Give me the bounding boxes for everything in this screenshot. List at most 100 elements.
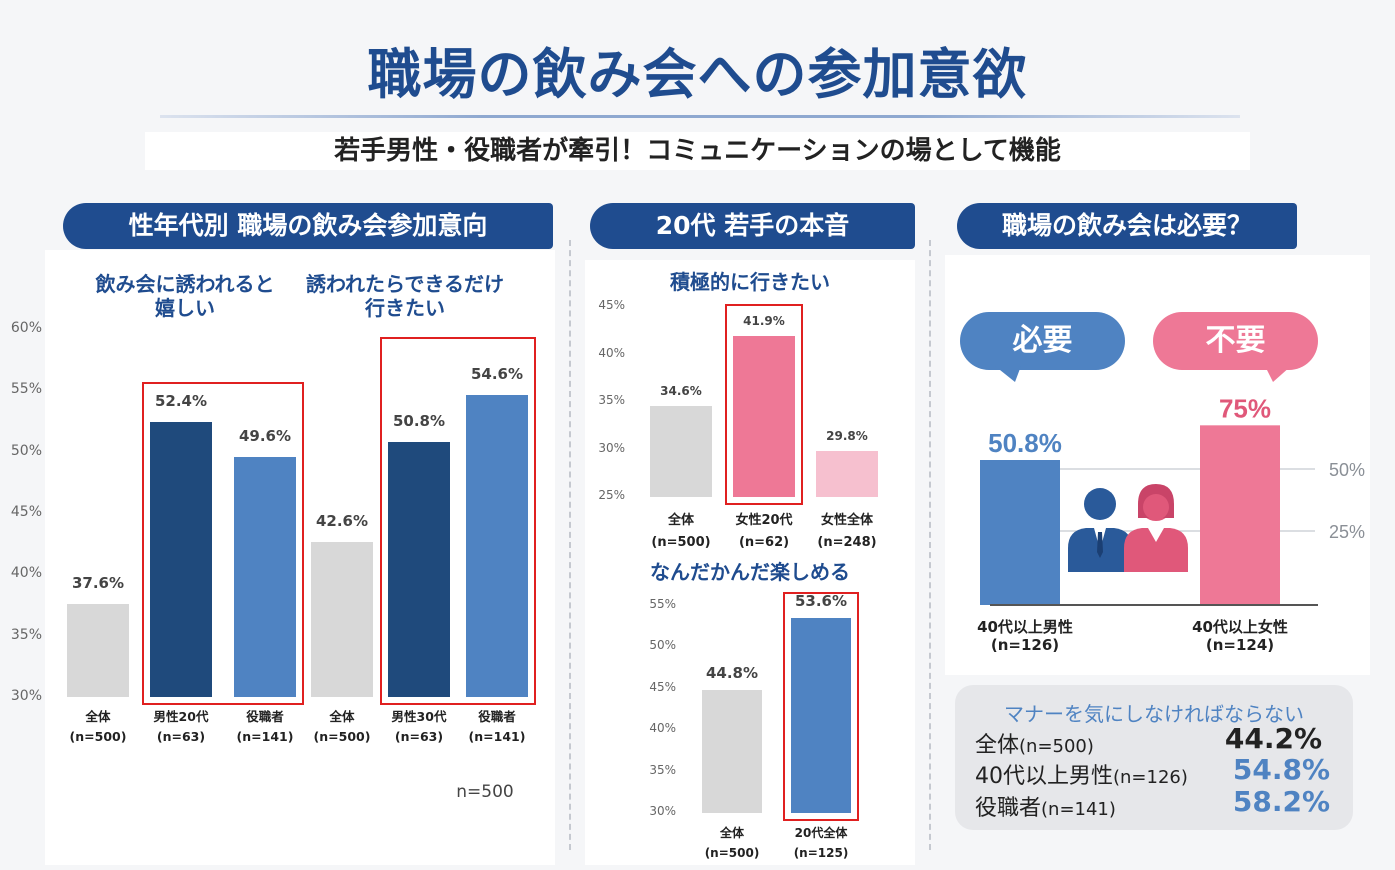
midbot-ytick-30: 30% [649, 804, 676, 818]
left-category-3: 全体 (n=500) [291, 707, 393, 747]
midbot-ytick-45: 45% [649, 679, 676, 694]
midbot-bar-0 [702, 690, 762, 813]
manner-row-1-value: 44.2% [1224, 722, 1322, 755]
left-category-name-4: 男性30代 [391, 709, 447, 724]
left-category-5: 役職者 (n=141) [446, 707, 548, 747]
midtop-ytick-40: 40% [598, 345, 625, 360]
group-label-1-line1: 飲み会に誘われると [95, 272, 275, 296]
manner-row-1-label: 全体 [975, 733, 1020, 758]
left-category-name-1: 男性20代 [153, 709, 209, 724]
midtop-category-name-1: 女性20代 [735, 513, 793, 528]
manner-row-1-n: (n=500) [1019, 736, 1094, 757]
midtop-ytick-25: 25% [598, 488, 625, 502]
cat-40s-female: 40代以上女性 (n=124) [1175, 618, 1305, 654]
group-label-2-line1: 誘われたらできるだけ [306, 272, 504, 296]
manner-row-3: 役職者(n=141) [975, 790, 1116, 822]
midtop-bar-0 [650, 405, 712, 497]
chart-mid-bottom-title: なんだかんだ楽しめる [650, 560, 850, 584]
left-category-4: 男性30代 (n=63) [368, 707, 470, 747]
group-label-2: 誘われたらできるだけ 行きたい [300, 272, 510, 320]
midtop-bar-2 [816, 451, 878, 497]
left-ytick-60: 60% [10, 320, 42, 336]
banner-middle: 20代 若手の本音 [590, 203, 915, 249]
left-category-2: 役職者 (n=141) [214, 707, 316, 747]
midbot-ytick-35: 35% [649, 762, 676, 777]
midbot-ytick-40: 40% [649, 721, 676, 736]
midtop-ytick-35: 35% [598, 393, 625, 407]
midtop-category-1: 女性20代 (n=62) [713, 510, 815, 554]
left-highlight-box-1 [380, 337, 536, 705]
manner-box [955, 685, 1353, 830]
left-category-name-5: 役職者 [478, 709, 516, 724]
left-ytick-30: 30% [10, 688, 42, 704]
manner-row-1: 全体(n=500) [975, 727, 1094, 759]
midtop-category-0: 全体 (n=500) [630, 510, 732, 554]
midtop-bar-1 [733, 336, 795, 497]
bubble-needed: 必要 [960, 312, 1125, 370]
midtop-value-label-2: 29.8% [826, 429, 868, 444]
cat-40s-female-name: 40代以上女性 [1192, 618, 1288, 636]
midbot-ytick-50: 50% [649, 638, 676, 653]
tick-25: 25% [1329, 522, 1365, 542]
tick-50: 50% [1329, 460, 1365, 480]
midbot-category-n-1: (n=125) [793, 846, 849, 860]
midbot-ytick-55: 55% [649, 597, 676, 611]
midbot-highlight-box-0 [783, 591, 859, 821]
left-category-n-4: (n=63) [394, 729, 444, 744]
midtop-category-n-2: (n=248) [817, 535, 877, 550]
midtop-category-name-0: 全体 [667, 513, 694, 528]
manner-row-2-n: (n=126) [1113, 767, 1188, 788]
banner-right: 職場の飲み会は必要？ [957, 203, 1297, 249]
midtop-value-label-1: 41.9% [743, 314, 785, 329]
left-category-name-2: 役職者 [246, 709, 284, 724]
midtop-value-label-0: 34.6% [660, 383, 702, 398]
left-value-label-3: 42.6% [315, 512, 369, 531]
group-label-1: 飲み会に誘われると 嬉しい [80, 272, 290, 320]
group-label-1-line2: 嬉しい [155, 296, 215, 320]
page-subtitle: 若手男性・役職者が牽引！コミュニケーションの場として機能 [145, 132, 1250, 170]
manner-row-3-label: 役職者 [975, 796, 1042, 821]
left-bar-1 [150, 422, 212, 697]
left-highlight-box-0 [142, 382, 304, 705]
midbot-category-name-0: 全体 [719, 826, 744, 840]
midbot-category-1: 20代全体 (n=125) [771, 823, 871, 863]
bubble-needed-tail [995, 366, 1021, 382]
businesswoman-icon [1124, 484, 1188, 572]
note-box [425, 775, 545, 809]
left-category-0: 全体 (n=500) [47, 707, 149, 747]
page-title: 職場の飲み会への参加意欲 [367, 43, 1028, 106]
left-category-n-1: (n=63) [156, 729, 206, 744]
group-label-2-line2: 行きたい [365, 296, 445, 320]
manner-row-2: 40代以上男性(n=126) [975, 758, 1188, 790]
left-bar-4 [388, 441, 450, 697]
left-value-label-2: 49.6% [238, 426, 292, 445]
midbot-value-label-0: 44.8% [705, 664, 759, 683]
value-40s-male: 50.8% [988, 428, 1062, 458]
left-category-n-3: (n=500) [313, 729, 371, 744]
separator-left [569, 240, 571, 850]
sample-note: n=500 [456, 782, 514, 802]
left-ytick-45: 45% [10, 504, 42, 520]
cat-40s-female-n: (n=124) [1205, 636, 1275, 654]
bar-40s-female [1200, 425, 1280, 605]
left-category-n-5: (n=141) [468, 729, 526, 744]
midbot-category-n-0: (n=500) [704, 846, 760, 860]
midbot-category-name-1: 20代全体 [794, 826, 848, 840]
left-category-n-0: (n=500) [69, 729, 127, 744]
chart-right: 50% 25% 50.8% 75% [980, 393, 1365, 606]
midtop-highlight-box-0 [725, 304, 803, 505]
midbot-bar-1 [791, 617, 851, 813]
left-category-1: 男性20代 (n=63) [130, 707, 232, 747]
left-ytick-40: 40% [10, 565, 42, 582]
midtop-category-n-1: (n=62) [738, 535, 790, 550]
cat-40s-male: 40代以上男性 (n=126) [960, 618, 1090, 654]
left-category-name-3: 全体 [329, 709, 355, 724]
left-ytick-35: 35% [10, 626, 42, 643]
bar-40s-male [980, 460, 1060, 605]
midbot-category-0: 全体 (n=500) [682, 823, 782, 863]
manner-row-2-label: 40代以上男性 [975, 764, 1113, 789]
bubble-unneeded: 不要 [1153, 312, 1318, 370]
midtop-category-n-0: (n=500) [651, 535, 711, 550]
manner-row-2-value: 54.8% [1232, 753, 1330, 786]
manner-row-3-n: (n=141) [1041, 799, 1116, 820]
